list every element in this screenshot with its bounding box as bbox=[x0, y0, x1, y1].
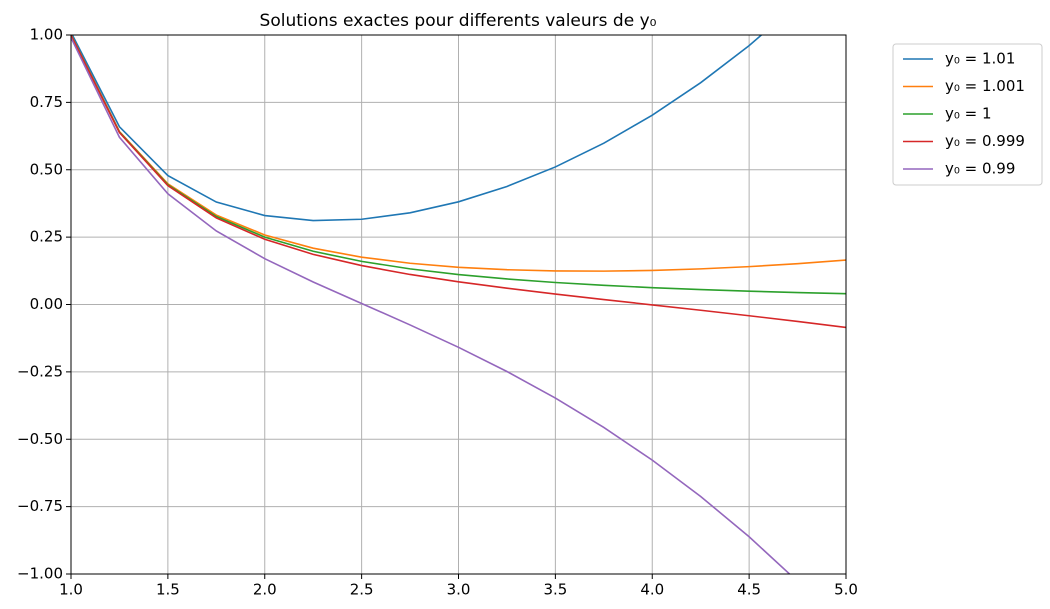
x-tick-label: 3.5 bbox=[543, 581, 567, 599]
series-line bbox=[71, 35, 846, 295]
y-tick-label: −0.75 bbox=[17, 497, 63, 515]
x-tick-label: 4.5 bbox=[737, 581, 761, 599]
x-tick-label: 3.0 bbox=[447, 581, 471, 599]
chart-title: Solutions exactes pour differents valeur… bbox=[260, 11, 657, 31]
series-line bbox=[71, 35, 846, 272]
x-tick-label: 2.0 bbox=[253, 581, 277, 599]
x-tick-label: 1.5 bbox=[156, 581, 180, 599]
x-tick-label: 2.5 bbox=[350, 581, 374, 599]
series-line bbox=[71, 37, 791, 574]
legend-label: y₀ = 1 bbox=[945, 105, 992, 123]
y-tick-label: −0.50 bbox=[17, 430, 63, 448]
legend-label: y₀ = 1.01 bbox=[945, 50, 1015, 68]
legend: y₀ = 1.01 y₀ = 1.001 y₀ = 1 y₀ = 0.999 y₀ = … bbox=[892, 43, 1043, 186]
y-tick-label: 0.00 bbox=[30, 295, 63, 313]
legend-box bbox=[892, 43, 1043, 186]
legend-label: y₀ = 1.001 bbox=[945, 77, 1025, 95]
series-line bbox=[71, 35, 846, 329]
x-tick-label: 1.0 bbox=[59, 581, 83, 599]
legend-label: y₀ = 0.999 bbox=[945, 132, 1025, 150]
legend-label: y₀ = 0.99 bbox=[945, 160, 1015, 178]
y-tick-label: −0.25 bbox=[17, 362, 63, 380]
y-tick-label: 0.50 bbox=[30, 160, 63, 178]
y-tick-label: −1.00 bbox=[17, 565, 63, 583]
plot-lines bbox=[71, 35, 846, 574]
x-tick-label: 5.0 bbox=[834, 581, 858, 599]
y-tick-label: 0.75 bbox=[30, 93, 63, 111]
y-tick-label: 1.00 bbox=[30, 26, 63, 44]
axes: 1.0 1.5 2.0 2.5 3.0 3.5 4.0 4.5 5.0 −1.00 −0.75 −0.… bbox=[17, 26, 858, 599]
x-tick-label: 4.0 bbox=[640, 581, 664, 599]
grid bbox=[70, 34, 847, 575]
series-line bbox=[71, 35, 763, 222]
y-tick-label: 0.25 bbox=[30, 228, 63, 246]
